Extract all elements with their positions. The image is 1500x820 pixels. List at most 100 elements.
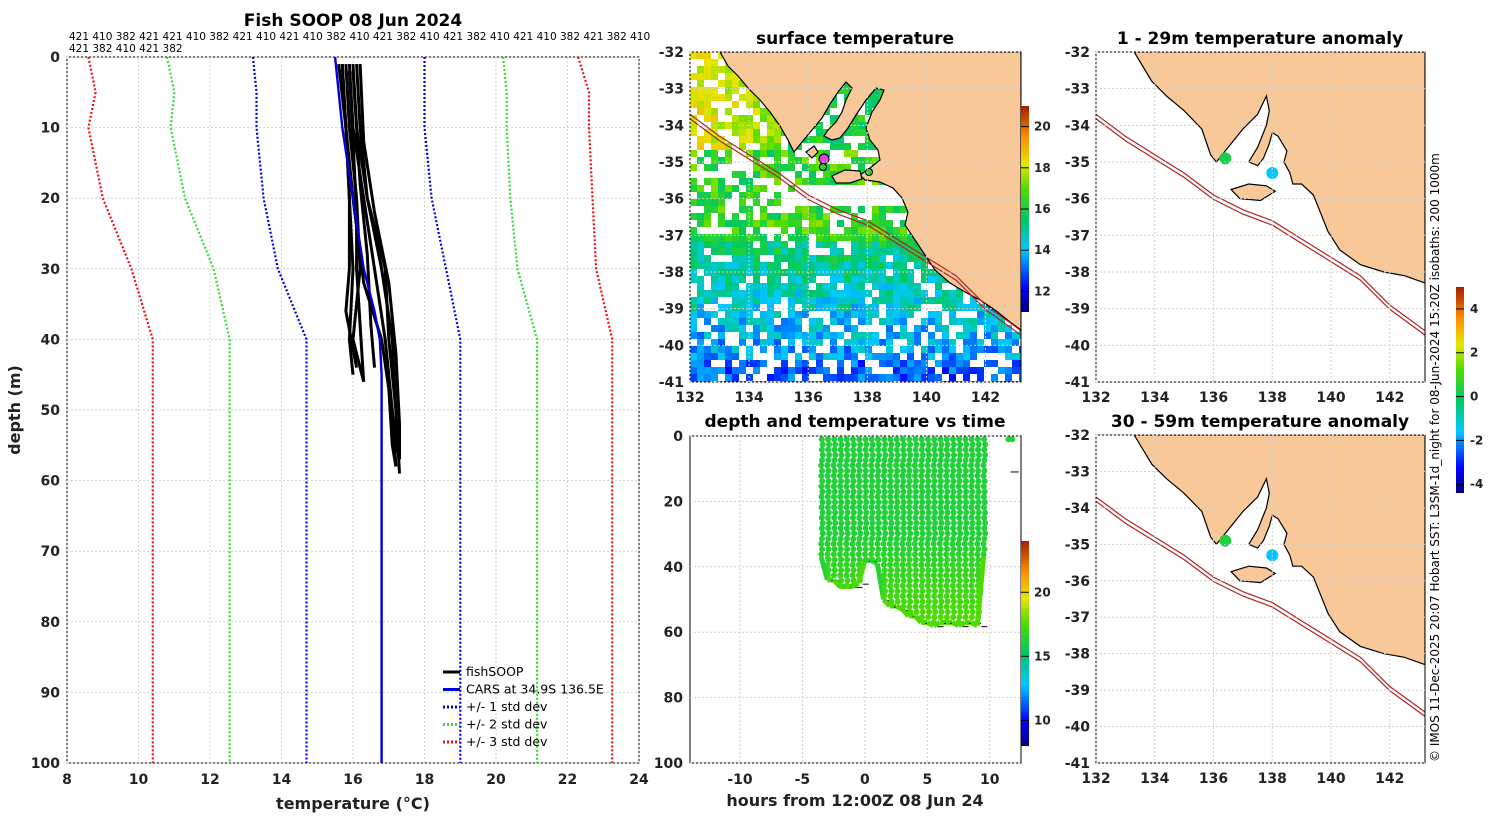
sst-pixel <box>921 255 928 262</box>
depth-time-point <box>924 561 931 568</box>
sst-pixel <box>697 346 704 353</box>
depth-time-point <box>900 457 907 464</box>
sst-pixel <box>760 108 767 115</box>
depth-time-point <box>950 520 957 526</box>
depth-time-point <box>956 546 963 553</box>
depth-time-point <box>888 588 895 594</box>
sst-pixel <box>704 346 711 353</box>
sst-pixel <box>1019 353 1021 360</box>
sst-pixel <box>865 136 872 143</box>
sst-pixel <box>697 101 704 108</box>
depth-time-point <box>906 535 913 542</box>
sst-pixel <box>865 339 872 346</box>
depth-time-point <box>906 467 913 474</box>
sst-pixel <box>739 262 746 269</box>
depth-time-point <box>913 530 920 537</box>
depth-time-point <box>919 467 925 474</box>
sst-pixel <box>781 318 788 325</box>
sst-pixel <box>991 325 998 332</box>
depth-time-point <box>912 514 919 521</box>
sst-pixel <box>711 73 718 80</box>
depth-time-point <box>937 457 944 464</box>
legend-label: +/- 3 std dev <box>466 734 548 749</box>
depth-time-point <box>826 441 832 448</box>
depth-time-point <box>906 593 913 600</box>
sst-pixel <box>984 332 991 339</box>
sst-pixel <box>711 157 718 164</box>
depth-time-point <box>875 457 882 464</box>
anomaly-30-59-ticks: 132 134 136 138 140 142-32-33-34-35-36-37-38-… <box>1065 428 1405 787</box>
sst-pixel <box>753 332 760 339</box>
sst-pixel <box>858 157 865 164</box>
depth-time-point <box>944 546 950 553</box>
sst-pixel <box>837 206 844 213</box>
depth-time-point <box>919 452 926 458</box>
sst-pixel <box>788 318 795 325</box>
sst-pixel <box>788 297 795 304</box>
sst-pixel <box>753 290 760 297</box>
sst-pixel <box>858 241 865 248</box>
sst-pixel <box>795 178 802 185</box>
sst-pixel <box>767 241 774 248</box>
sst-pixel <box>718 213 725 220</box>
depth-time-colorbar-label: 15 <box>1034 649 1051 663</box>
depth-time-point <box>875 436 881 443</box>
depth-time-point <box>944 588 951 594</box>
sst-pixel <box>725 269 732 276</box>
depth-time-point <box>981 488 988 495</box>
sst-pixel <box>711 115 718 122</box>
depth-time-point <box>950 546 957 553</box>
sst-pixel <box>872 374 879 381</box>
depth-time-point <box>838 441 845 448</box>
depth-time-point <box>918 493 925 500</box>
depth-time-point <box>937 483 944 490</box>
depth-time-point <box>875 535 882 542</box>
sst-pixel <box>823 241 830 248</box>
depth-time-point <box>925 535 932 542</box>
sst-pixel <box>795 283 802 290</box>
sst-pixel <box>739 94 746 101</box>
sst-pixel <box>746 311 753 318</box>
depth-time-point <box>912 535 919 542</box>
sst-pixel <box>718 318 725 325</box>
depth-time-point <box>849 572 856 579</box>
map-xtick-label: 132 <box>1081 771 1110 787</box>
depth-time-point <box>944 608 951 615</box>
sst-pixel <box>865 374 872 381</box>
sst-pixel <box>704 367 711 374</box>
sst-pixel <box>858 346 865 353</box>
sst-pixel <box>858 269 865 276</box>
sst-pixel <box>977 339 984 346</box>
sst-pixel <box>732 318 739 325</box>
depth-time-point <box>980 493 987 500</box>
depth-time-point <box>981 436 988 443</box>
depth-time-point <box>931 446 938 453</box>
sst-pixel <box>816 213 823 220</box>
map-xtick-label: 142 <box>971 390 1000 406</box>
depth-time-point <box>825 488 832 495</box>
depth-time-point <box>899 493 906 500</box>
depth-time-point <box>918 551 925 558</box>
sst-pixel <box>872 220 879 227</box>
sst-pixel <box>886 325 893 332</box>
sst-pixel <box>830 178 837 185</box>
sst-pixel <box>795 332 802 339</box>
sst-colorbar-label: 18 <box>1034 161 1051 175</box>
sst-pixel <box>907 332 914 339</box>
depth-time-point <box>831 567 838 574</box>
sst-pixel <box>760 115 767 122</box>
sst-map-grid <box>689 51 1021 383</box>
sst-pixel <box>893 227 900 234</box>
sst-pixel <box>774 136 781 143</box>
depth-time-point <box>962 436 969 443</box>
depth-time-point <box>943 483 950 490</box>
sst-pixel <box>725 346 732 353</box>
depth-time-point <box>869 546 876 553</box>
sst-pixel <box>725 360 732 367</box>
depth-time-point <box>875 499 882 506</box>
sst-pixel <box>935 360 942 367</box>
sst-pixel <box>851 157 858 164</box>
sst-pixel <box>718 94 725 101</box>
sst-pixel <box>795 220 802 227</box>
depth-time-point <box>881 478 888 485</box>
